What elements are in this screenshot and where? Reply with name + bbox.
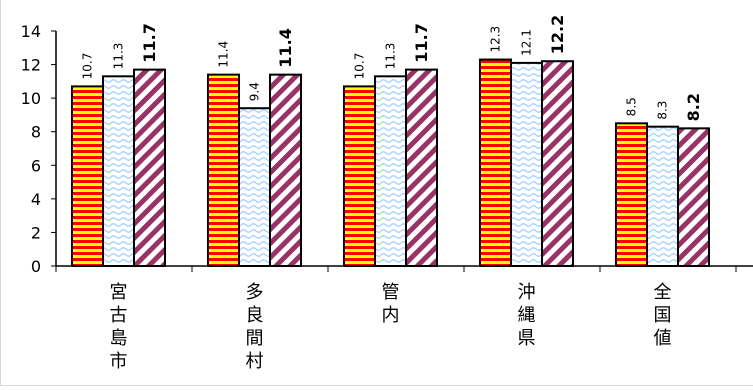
bar-1-1 — [71, 85, 104, 268]
bar-2-5 — [646, 125, 679, 267]
category-label-4: 沖縄県 — [518, 282, 536, 349]
bar-3-5 — [677, 127, 710, 267]
data-label-1-4: 12.3 — [489, 26, 503, 53]
data-label-1-3: 10.7 — [353, 53, 367, 80]
data-label-1-1: 10.7 — [81, 53, 95, 80]
bar-3-2 — [269, 73, 302, 268]
bar-1-3 — [343, 85, 376, 268]
data-label-2-5: 8.3 — [656, 101, 670, 120]
data-label-2-4: 12.1 — [520, 29, 534, 56]
data-label-2-2: 9.4 — [248, 82, 262, 101]
bar-2-2 — [238, 107, 271, 268]
data-label-3-2: 11.4 — [276, 28, 295, 67]
y-tick-label: 12 — [21, 56, 41, 75]
bar-1-4 — [479, 58, 512, 267]
bar-2-4 — [510, 61, 543, 268]
bar-1-5 — [615, 122, 648, 267]
category-label-3: 管内 — [382, 282, 400, 326]
data-label-3-4: 12.2 — [548, 15, 567, 54]
data-labels: 10.7 11.3 11.7 11.4 9.4 11.4 10.7 11.3 11.7 12.3 1… — [81, 15, 704, 122]
data-label-1-5: 8.5 — [625, 97, 639, 116]
y-tick-label: 2 — [31, 223, 41, 242]
bars — [71, 58, 710, 268]
category-label-2: 多良間村 — [246, 282, 264, 372]
data-label-2-1: 11.3 — [112, 43, 126, 70]
data-label-3-1: 11.7 — [140, 23, 159, 62]
data-label-3-3: 11.7 — [412, 23, 431, 62]
y-tick-label: 8 — [31, 123, 41, 142]
y-tick-label: 10 — [21, 89, 41, 108]
bar-2-3 — [374, 75, 407, 267]
category-labels: 宮古島市 多良間村 管内 沖縄県 全国値 — [110, 282, 672, 372]
axes: 0 2 4 6 8 10 12 14 — [21, 22, 753, 276]
category-label-5: 全国値 — [654, 282, 672, 349]
bar-1-2 — [207, 73, 240, 268]
category-label-1: 宮古島市 — [110, 282, 128, 372]
y-tick-label: 6 — [31, 156, 41, 175]
data-label-2-3: 11.3 — [384, 43, 398, 70]
bar-3-1 — [133, 68, 166, 267]
y-tick-label: 0 — [31, 257, 41, 276]
data-label-3-5: 8.2 — [684, 93, 703, 121]
y-tick-label: 14 — [21, 22, 41, 41]
y-tick-label: 4 — [31, 190, 41, 209]
bar-2-1 — [102, 75, 135, 267]
bar-3-4 — [541, 60, 574, 268]
data-label-1-2: 11.4 — [217, 41, 231, 68]
bar-3-3 — [405, 68, 438, 267]
